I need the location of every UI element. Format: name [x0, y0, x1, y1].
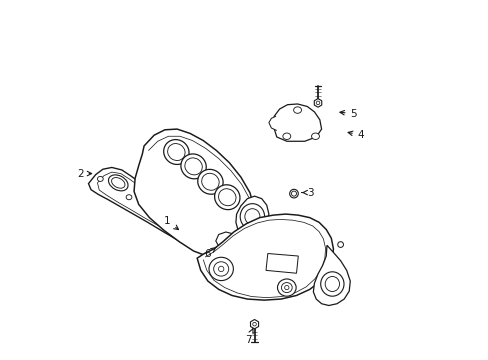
Ellipse shape — [277, 279, 296, 296]
Ellipse shape — [284, 285, 288, 290]
Polygon shape — [235, 196, 268, 237]
Ellipse shape — [126, 195, 132, 200]
Ellipse shape — [208, 257, 233, 280]
Polygon shape — [197, 214, 333, 300]
Polygon shape — [215, 232, 235, 249]
Text: 6: 6 — [204, 247, 216, 258]
Text: 5: 5 — [339, 109, 356, 119]
Polygon shape — [314, 99, 321, 107]
Polygon shape — [265, 253, 298, 273]
Polygon shape — [148, 136, 253, 257]
Ellipse shape — [197, 169, 223, 194]
Ellipse shape — [291, 191, 296, 196]
Ellipse shape — [218, 266, 224, 272]
Ellipse shape — [108, 175, 128, 191]
Ellipse shape — [167, 144, 185, 161]
Polygon shape — [203, 220, 325, 298]
Ellipse shape — [311, 133, 319, 139]
Polygon shape — [134, 129, 254, 257]
Ellipse shape — [240, 204, 264, 229]
Ellipse shape — [97, 176, 103, 181]
Polygon shape — [268, 116, 276, 131]
Ellipse shape — [244, 209, 260, 225]
Ellipse shape — [184, 158, 202, 175]
Ellipse shape — [281, 283, 292, 293]
Ellipse shape — [181, 154, 206, 179]
Ellipse shape — [163, 140, 189, 165]
Ellipse shape — [186, 218, 200, 228]
Ellipse shape — [316, 101, 319, 105]
Ellipse shape — [282, 133, 290, 139]
Ellipse shape — [213, 262, 228, 276]
Text: 2: 2 — [77, 168, 91, 179]
Polygon shape — [250, 319, 258, 329]
Ellipse shape — [320, 272, 344, 296]
Ellipse shape — [293, 107, 301, 113]
Ellipse shape — [252, 322, 256, 326]
Ellipse shape — [164, 207, 170, 212]
Ellipse shape — [337, 242, 343, 247]
Ellipse shape — [183, 215, 203, 231]
Polygon shape — [97, 172, 224, 250]
Ellipse shape — [111, 177, 125, 188]
Ellipse shape — [218, 189, 236, 206]
Polygon shape — [313, 245, 349, 306]
Ellipse shape — [211, 233, 217, 238]
Ellipse shape — [325, 276, 339, 292]
Ellipse shape — [147, 197, 161, 208]
Text: 3: 3 — [302, 188, 313, 198]
Polygon shape — [88, 167, 230, 255]
Ellipse shape — [214, 185, 240, 210]
Ellipse shape — [289, 189, 298, 198]
Text: 1: 1 — [164, 216, 178, 230]
Text: 4: 4 — [347, 130, 364, 140]
Text: 7: 7 — [244, 329, 253, 345]
Ellipse shape — [201, 173, 219, 190]
Ellipse shape — [144, 194, 163, 210]
Polygon shape — [273, 104, 321, 141]
